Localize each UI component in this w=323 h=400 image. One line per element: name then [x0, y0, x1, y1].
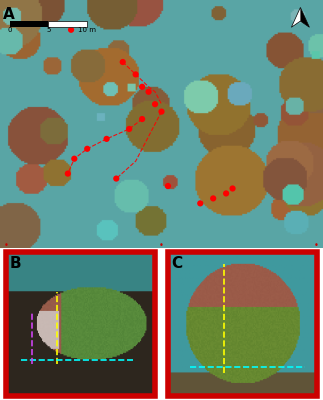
Point [224, 190, 229, 197]
Point [230, 185, 235, 192]
Polygon shape [291, 8, 309, 27]
Point [165, 183, 171, 189]
Text: A: A [3, 8, 15, 22]
Point [211, 195, 216, 202]
Point [146, 88, 151, 95]
Polygon shape [300, 8, 309, 27]
Text: 5: 5 [46, 27, 51, 33]
Point [85, 146, 90, 152]
Point [72, 156, 77, 162]
Point [104, 136, 109, 142]
Text: B: B [9, 256, 21, 271]
Text: 0: 0 [7, 27, 12, 33]
Point [68, 26, 74, 33]
Point [198, 200, 203, 206]
Point [127, 126, 132, 132]
Point [152, 101, 158, 107]
Text: •: • [4, 242, 9, 250]
Point [114, 175, 119, 182]
Bar [48, 21, 87, 27]
Text: •: • [314, 242, 319, 250]
Point [159, 108, 164, 115]
Point [140, 116, 145, 122]
Point [65, 170, 70, 177]
Text: •: • [159, 242, 164, 250]
Bar [10, 21, 48, 27]
Point [133, 71, 138, 78]
Point [140, 84, 145, 90]
Point [120, 59, 125, 65]
Text: 10 m: 10 m [78, 27, 96, 33]
Text: C: C [171, 256, 182, 271]
